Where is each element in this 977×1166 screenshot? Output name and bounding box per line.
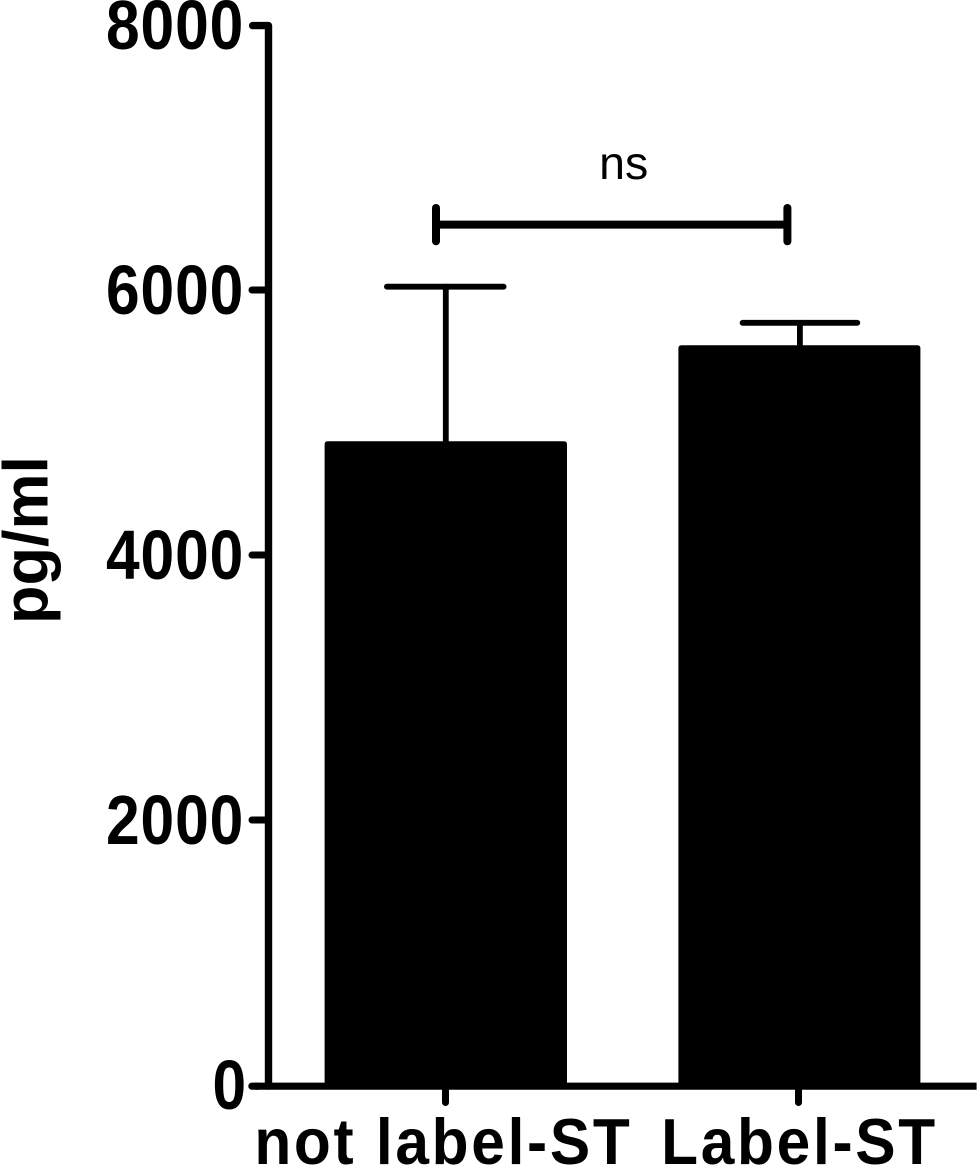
svg-text:pg/ml: pg/ml [0,456,62,624]
svg-text:Label-ST: Label-ST [661,1106,938,1166]
svg-text:0: 0 [213,1046,248,1124]
svg-text:ns: ns [599,137,648,189]
svg-text:8000: 8000 [106,0,244,64]
svg-text:6000: 6000 [106,251,244,329]
svg-text:2000: 2000 [106,781,244,859]
svg-text:not label-ST: not label-ST [254,1106,632,1166]
svg-text:4000: 4000 [106,516,244,594]
